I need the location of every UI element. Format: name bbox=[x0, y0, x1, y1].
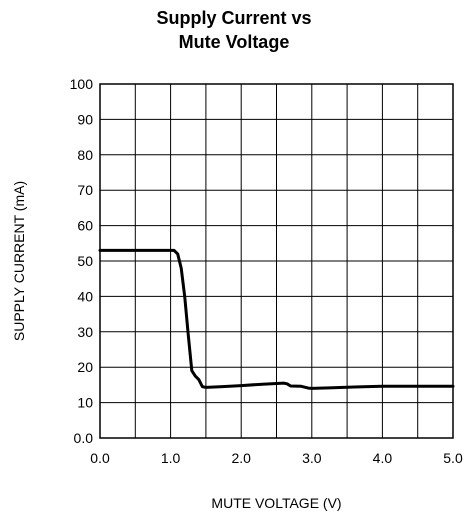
x-tick-label: 3.0 bbox=[302, 450, 322, 466]
y-tick-label: 40 bbox=[77, 288, 93, 304]
tick-labels: 0.0 1.0 2.0 3.0 4.0 5.0 0.0 10 20 30 40 50 60 70 80 90 1… bbox=[70, 76, 463, 466]
x-axis-label: MUTE VOLTAGE (V) bbox=[211, 495, 341, 511]
x-tick-label: 2.0 bbox=[231, 450, 251, 466]
y-tick-label: 100 bbox=[70, 76, 94, 92]
y-tick-label: 50 bbox=[77, 253, 93, 269]
x-tick-label: 0.0 bbox=[90, 450, 110, 466]
y-tick-label: 60 bbox=[77, 218, 93, 234]
y-tick-label: 90 bbox=[77, 111, 93, 127]
x-tick-label: 4.0 bbox=[373, 450, 393, 466]
y-axis-label: SUPPLY CURRENT (mA) bbox=[11, 181, 27, 341]
y-tick-label: 0.0 bbox=[74, 430, 94, 446]
x-tick-label: 5.0 bbox=[443, 450, 463, 466]
y-tick-label: 10 bbox=[77, 395, 93, 411]
y-tick-label: 20 bbox=[77, 359, 93, 375]
y-tick-label: 30 bbox=[77, 324, 93, 340]
y-tick-label: 80 bbox=[77, 147, 93, 163]
x-tick-label: 1.0 bbox=[161, 450, 181, 466]
y-tick-label: 70 bbox=[77, 182, 93, 198]
